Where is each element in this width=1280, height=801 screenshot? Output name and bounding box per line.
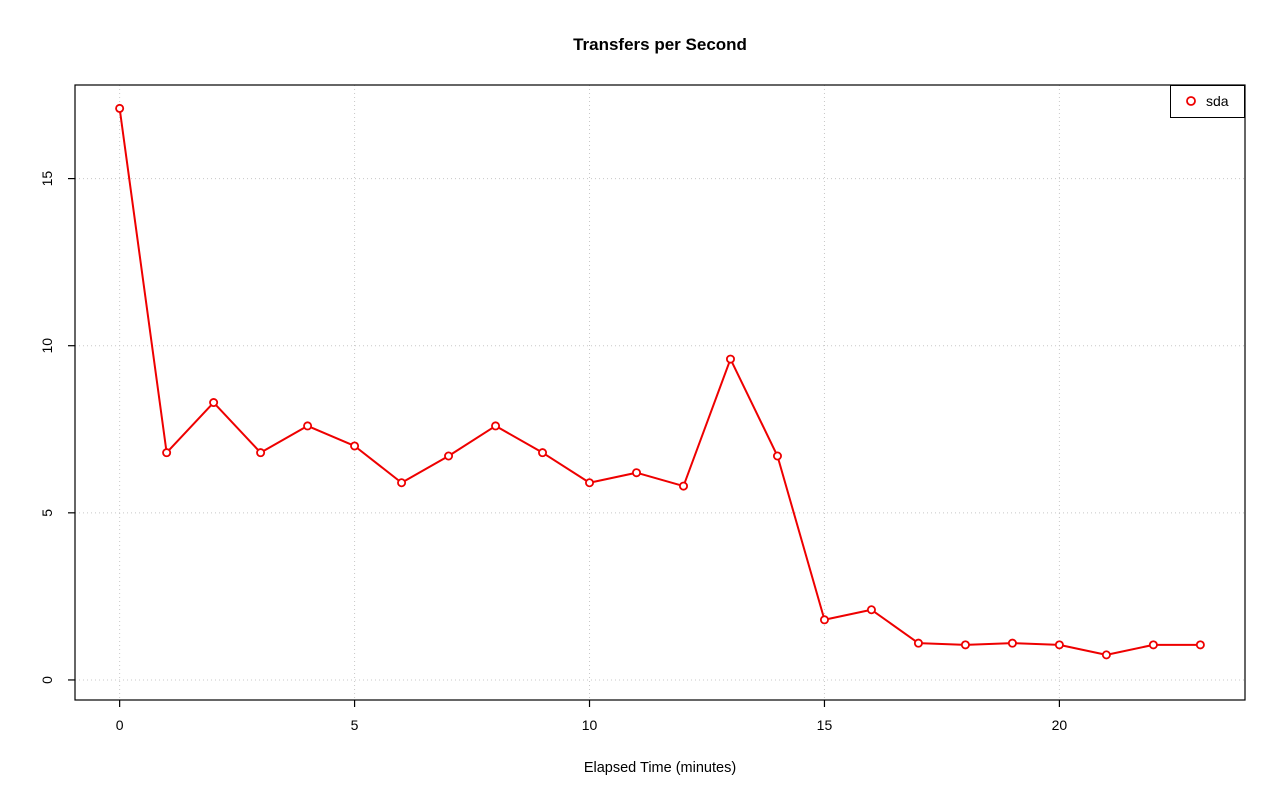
data-point (209, 398, 219, 408)
x-tick-label: 10 (582, 717, 598, 733)
data-point (772, 451, 782, 461)
data-point (866, 605, 876, 615)
data-point (397, 478, 407, 488)
data-point (819, 615, 829, 625)
series-layer (115, 103, 1205, 660)
x-tick-label: 5 (351, 717, 359, 733)
data-point (1148, 640, 1158, 650)
legend: sda (1170, 85, 1245, 118)
data-point (256, 448, 266, 458)
series-line (118, 108, 1201, 656)
data-point (491, 421, 501, 431)
axes-layer: 0 5 10 15 20 0 5 10 15 (39, 84, 1246, 733)
data-point (538, 448, 548, 458)
x-tick-label: 15 (817, 717, 833, 733)
data-point (115, 103, 125, 113)
data-point (1101, 650, 1111, 660)
legend-box (1170, 85, 1245, 118)
y-tick-label: 5 (39, 509, 55, 517)
data-point (678, 481, 688, 491)
data-point (1195, 640, 1205, 650)
data-point (1054, 640, 1064, 650)
data-point (585, 478, 595, 488)
plot-border (74, 84, 1246, 701)
chart-title: Transfers per Second (573, 35, 747, 54)
data-point (162, 448, 172, 458)
data-point (444, 451, 454, 461)
x-tick-label: 0 (116, 717, 124, 733)
data-point (632, 468, 642, 478)
data-point (913, 638, 923, 648)
x-tick-label: 20 (1052, 717, 1068, 733)
legend-label: sda (1206, 93, 1229, 109)
y-tick-label: 10 (39, 338, 55, 354)
legend-marker-icon (1186, 96, 1196, 106)
data-point (1007, 638, 1017, 648)
x-axis-label: Elapsed Time (minutes) (584, 760, 736, 776)
data-point (303, 421, 313, 431)
grid-layer (75, 85, 1245, 700)
y-tick-label: 15 (39, 171, 55, 187)
data-point (960, 640, 970, 650)
y-tick-label: 0 (39, 676, 55, 684)
data-point (350, 441, 360, 451)
data-point (725, 354, 735, 364)
